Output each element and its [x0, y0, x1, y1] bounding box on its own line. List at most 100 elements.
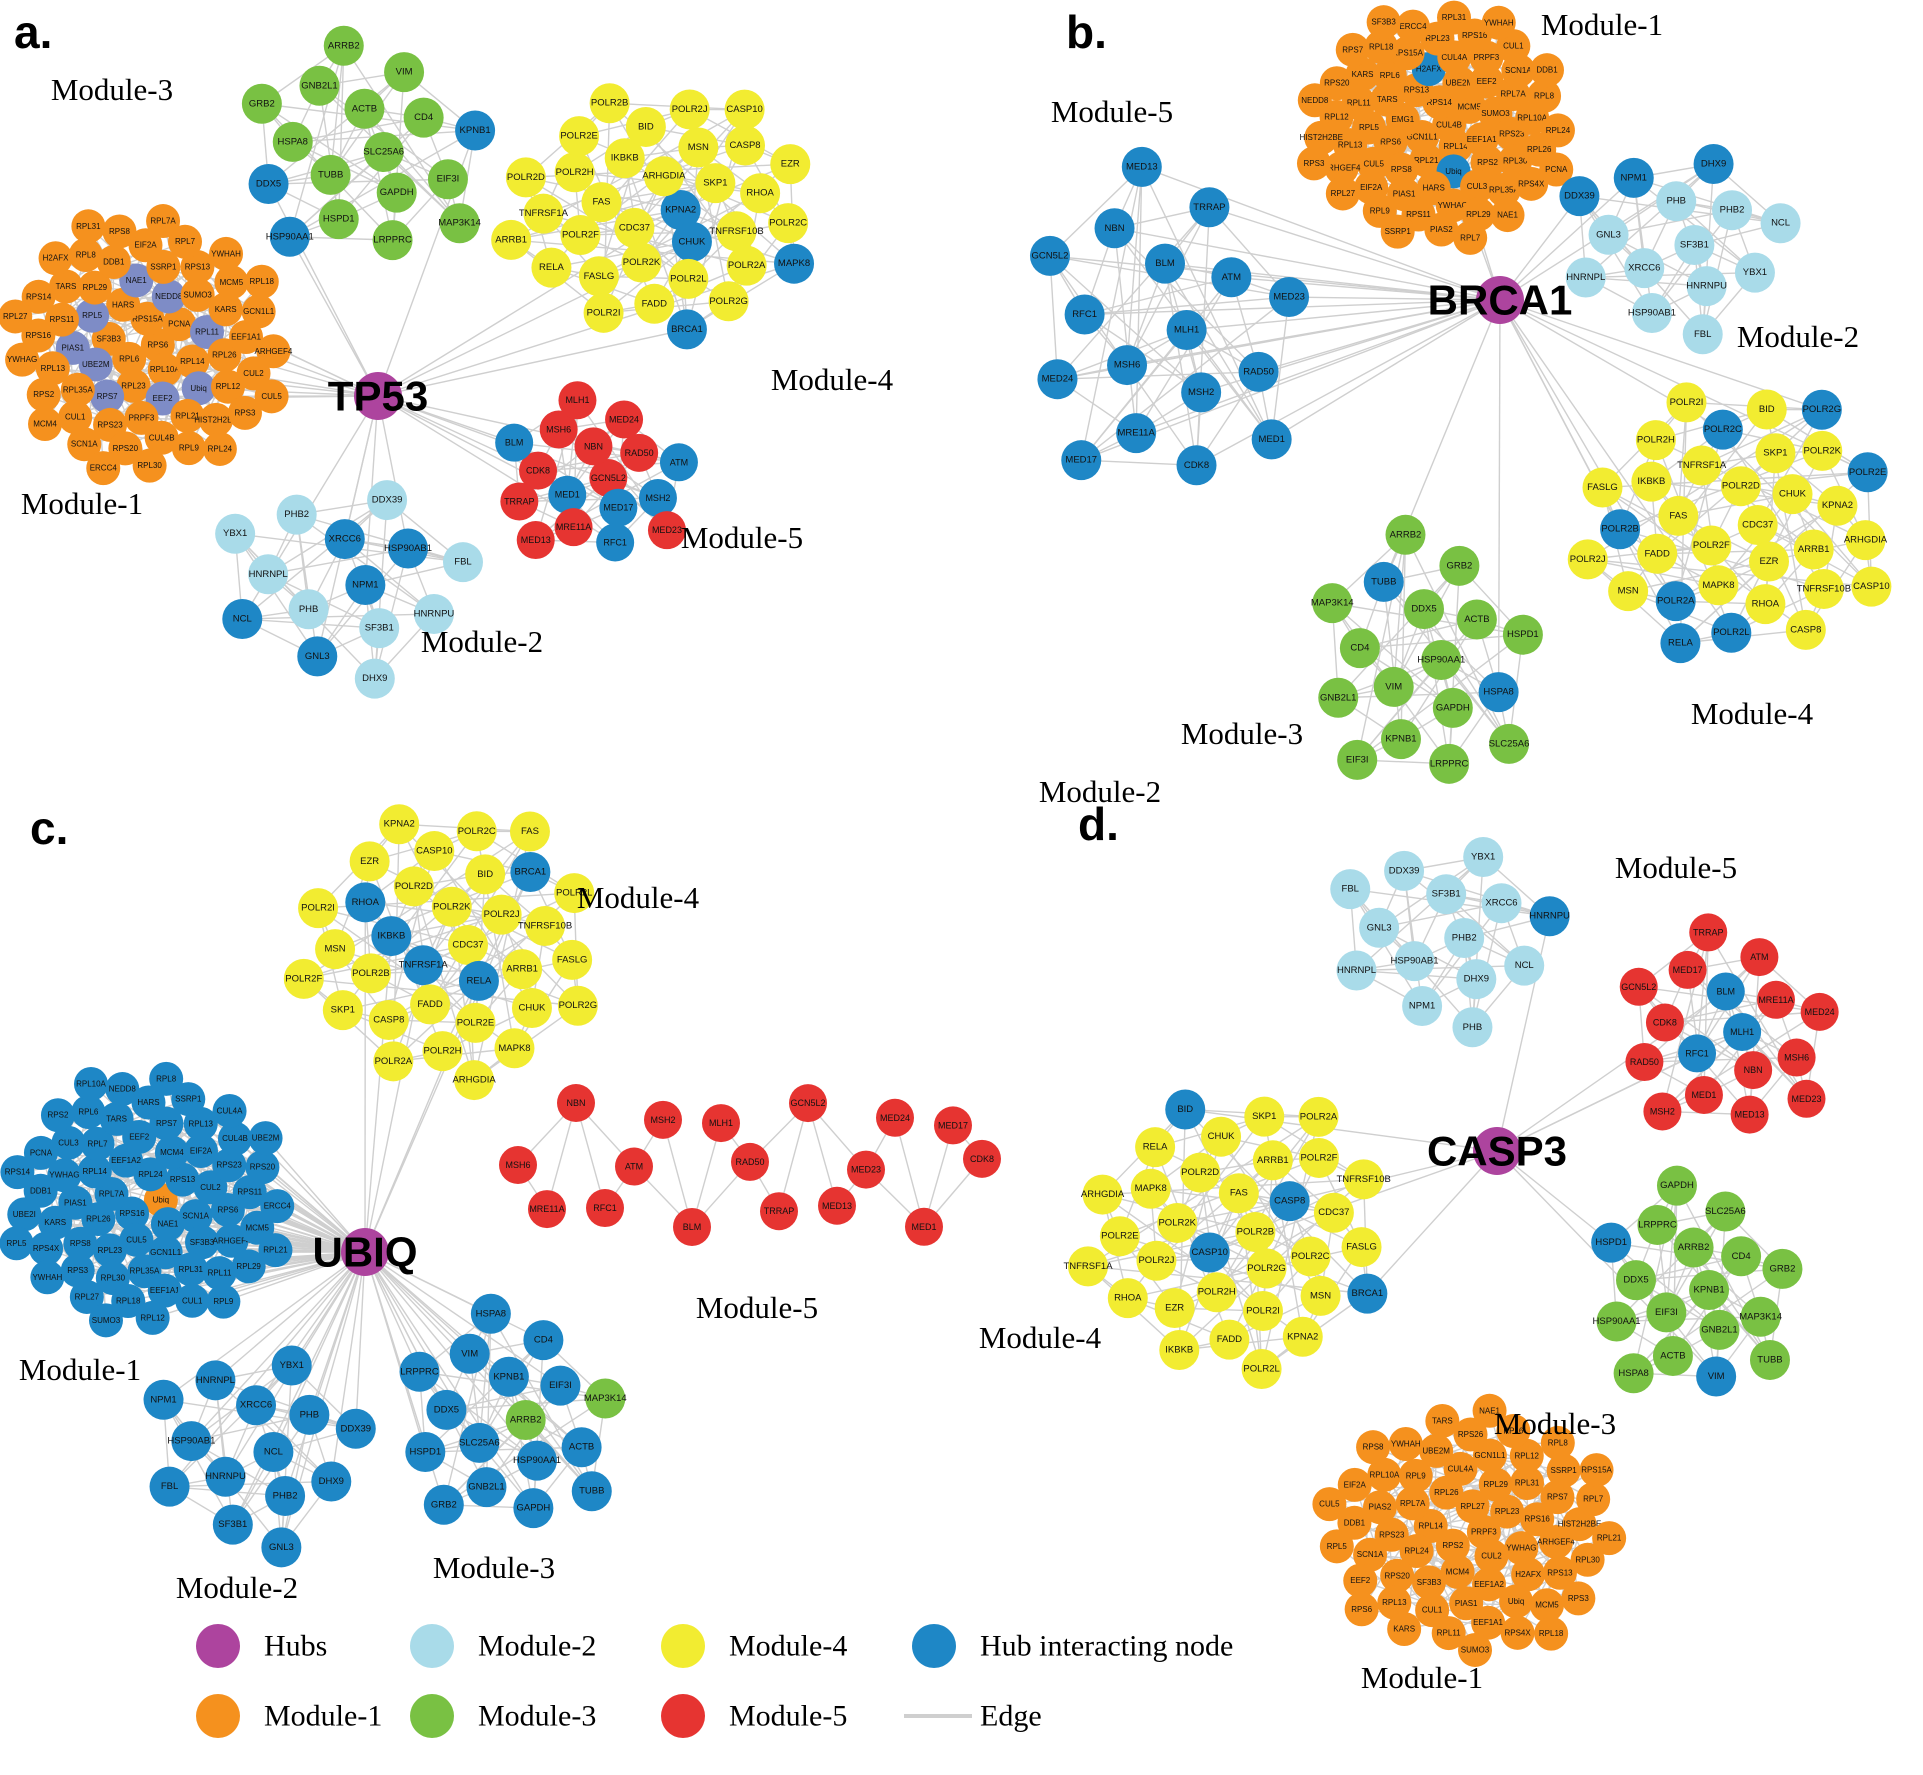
- node-label-RPL7: RPL7: [1460, 233, 1481, 242]
- node-HNRNPL: [1565, 257, 1606, 298]
- node-label-XRCC6: XRCC6: [1628, 263, 1660, 274]
- node-MED24: [876, 1098, 914, 1137]
- node-label-RPL6: RPL6: [119, 354, 140, 363]
- node-NEDD8: [105, 1072, 140, 1107]
- node-label-HSP90AA1: HSP90AA1: [266, 231, 314, 242]
- node-label-RPL6: RPL6: [1503, 1427, 1524, 1436]
- edge: [1423, 608, 1510, 745]
- node-label-RPS20: RPS20: [113, 444, 139, 453]
- node-label-EIF3I: EIF3I: [1346, 754, 1369, 765]
- node-label-RPL6: RPL6: [1380, 71, 1401, 80]
- node-RPL9: [1398, 1458, 1433, 1493]
- node-HIST2H2BE: [1562, 1507, 1597, 1542]
- node-GRB2: [241, 83, 282, 124]
- node-label-SLC25A6: SLC25A6: [1489, 738, 1530, 749]
- node-POLR2A: [1298, 1096, 1339, 1137]
- node-label-RPL26: RPL26: [212, 351, 237, 360]
- node-label-MED23: MED23: [1273, 292, 1305, 303]
- node-RPL11: [1431, 1616, 1466, 1651]
- node-SSRP1: [1380, 214, 1415, 249]
- node-label-RPL7A: RPL7A: [1500, 90, 1526, 99]
- node-label-LRPPRC: LRPPRC: [1638, 1219, 1677, 1230]
- node-label-BID: BID: [638, 121, 654, 132]
- node-Ubiq: [181, 371, 216, 406]
- node-DDB1: [96, 245, 131, 280]
- node-RPS3: [60, 1253, 95, 1288]
- node-TUBB: [1363, 561, 1404, 602]
- node-label-PHB2: PHB2: [284, 509, 309, 520]
- node-YBX1: [271, 1345, 312, 1386]
- node-label-RPL12: RPL12: [216, 382, 241, 391]
- node-MED24: [1800, 992, 1839, 1031]
- node-label-RFC1: RFC1: [1072, 309, 1097, 320]
- node-label-RPS7: RPS7: [1547, 1493, 1568, 1502]
- node-POLR2G: [1246, 1248, 1287, 1289]
- node-CDC37: [1737, 505, 1778, 545]
- edge: [1692, 1247, 1717, 1377]
- node-HSP90AA1: [1421, 640, 1462, 680]
- panel-b: MLH1 MSH6 BLM MSH2 RFC1 ATM MRE11A NBN RAD50 MED2…: [1029, 0, 1892, 784]
- node-RFC1: [1064, 294, 1105, 335]
- node-HNRNPU: [1686, 266, 1727, 307]
- node-EIF2A: [184, 1134, 219, 1169]
- node-POLR2D: [1180, 1152, 1221, 1193]
- node-EIF3I: [1337, 739, 1378, 780]
- node-label-FAS: FAS: [1669, 510, 1687, 521]
- node-label-MRE11A: MRE11A: [556, 522, 591, 532]
- node-label-RPL7A: RPL7A: [150, 217, 176, 226]
- node-EIF2A: [1337, 1467, 1372, 1502]
- node-label-HSPD1: HSPD1: [1595, 1237, 1627, 1248]
- node-label-EEF2: EEF2: [1350, 1576, 1371, 1585]
- node-RPS23: [1374, 1517, 1409, 1552]
- node-HNRNPL: [1336, 950, 1377, 991]
- node-CD4: [1721, 1236, 1762, 1277]
- module-label-d-module-4: Module-4: [979, 1320, 1102, 1355]
- node-PHB2: [1712, 190, 1753, 231]
- edge: [1114, 227, 1501, 301]
- node-POLR2B: [1235, 1212, 1276, 1252]
- edge: [1049, 255, 1059, 380]
- node-SF3B3: [1411, 1565, 1446, 1600]
- node-GCN1L1: [241, 294, 276, 329]
- node-label-RPL27: RPL27: [1460, 1502, 1485, 1511]
- node-DHX9: [311, 1461, 352, 1502]
- node-label-POLR2B: POLR2B: [1237, 1227, 1275, 1238]
- edge: [1757, 409, 1823, 526]
- node-label-RPL23: RPL23: [121, 381, 146, 390]
- legend-swatch-module5: [661, 1694, 705, 1738]
- node-ARRB1: [502, 949, 543, 990]
- node-CASP8: [1269, 1181, 1310, 1222]
- node-label-RPS11: RPS11: [237, 1188, 262, 1197]
- edge: [255, 1251, 366, 1406]
- node-label-EZR: EZR: [1760, 556, 1779, 567]
- node-FASLG: [1341, 1227, 1382, 1268]
- module-label-b-module-2: Module-2: [1737, 319, 1859, 354]
- node-CD4: [523, 1320, 564, 1361]
- node-FASLG: [578, 256, 619, 297]
- hub-node-UBIQ: [341, 1228, 389, 1276]
- node-label-GCN5L2: GCN5L2: [1031, 250, 1068, 261]
- node-RPS7: [1540, 1480, 1575, 1515]
- node-label-HNRNPL: HNRNPL: [196, 1375, 235, 1386]
- node-label-RPL26: RPL26: [1434, 1488, 1459, 1497]
- edge: [268, 178, 448, 185]
- node-label-EIF2A: EIF2A: [134, 241, 157, 250]
- node-MRE11A: [1116, 413, 1157, 454]
- edge: [425, 1446, 582, 1453]
- edge: [377, 328, 688, 397]
- node-TRRAP: [1189, 187, 1230, 228]
- node-label-H2AFX: H2AFX: [1515, 1570, 1541, 1579]
- node-RPS23: [212, 1148, 247, 1183]
- node-label-ACTB: ACTB: [1464, 614, 1489, 625]
- node-label-RPL24: RPL24: [138, 1170, 163, 1179]
- node-YBX1: [1734, 252, 1775, 293]
- node-GNL3: [261, 1527, 302, 1568]
- node-label-VIM: VIM: [461, 1348, 478, 1359]
- node-label-MRE11A: MRE11A: [529, 1204, 564, 1214]
- legend-swatch-interacting: [912, 1624, 956, 1668]
- node-label-DDX5: DDX5: [434, 1404, 459, 1415]
- node-label-NAE1: NAE1: [157, 1220, 178, 1229]
- node-label-RPS6: RPS6: [217, 1205, 238, 1214]
- node-label-RPL21: RPL21: [263, 1246, 288, 1255]
- node-label-RFC1: RFC1: [1685, 1048, 1709, 1058]
